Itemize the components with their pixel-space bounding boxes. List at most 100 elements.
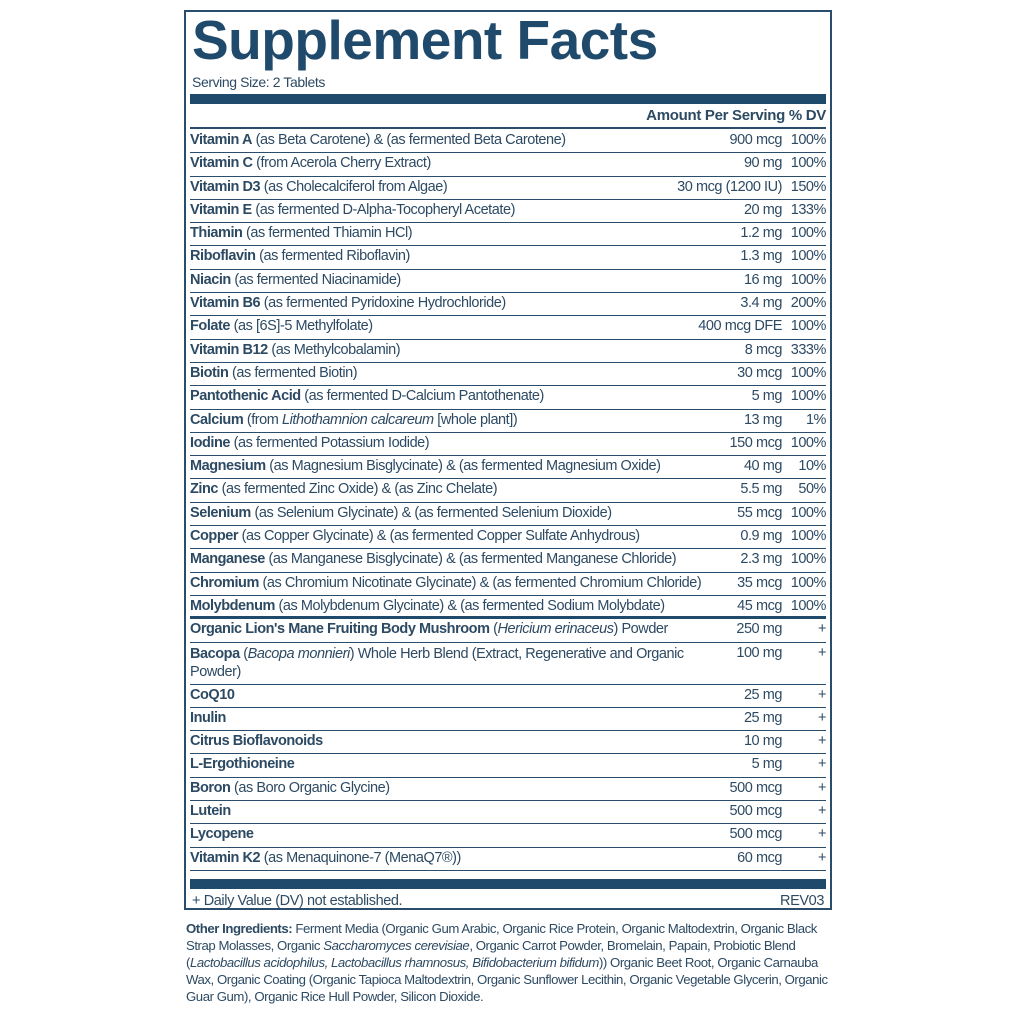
nutrient-name: Vitamin B6 [190, 295, 261, 312]
amount: 900 mcg [729, 132, 783, 148]
daily-value: 150% [790, 178, 827, 195]
daily-value: + [817, 644, 826, 661]
nutrient-name-cell: L-Ergothioneine [190, 754, 752, 775]
amount: 500 mcg [729, 803, 783, 820]
dv-header: % DV [788, 107, 826, 124]
table-row: Copper (as Copper Glycinate) & (as ferme… [190, 526, 827, 550]
nutrient-name: Vitamin C [190, 155, 253, 172]
footnote: + Daily Value (DV) not established. [192, 893, 403, 909]
ingredient-text: Ferment Media (Organic Gum Arabic, Organ… [186, 921, 817, 953]
nutrient-source-after: ) Whole Herb Blend (Extract, Regenerativ… [190, 645, 684, 680]
daily-value: 100% [790, 132, 827, 148]
daily-value: 100% [790, 155, 827, 172]
amount: 40 mg [743, 458, 783, 475]
nutrient-name-cell: Citrus Bioflavonoids [190, 731, 744, 752]
other-ingredients: Other Ingredients: Ferment Media (Organi… [186, 920, 836, 1005]
nutrient-source-after: ) Powder [613, 621, 669, 638]
nutrient-name: L-Ergothioneine [190, 756, 295, 773]
daily-value: + [817, 779, 826, 796]
nutrient-name-cell: Zinc (as fermented Zinc Oxide) & (as Zin… [190, 479, 740, 500]
daily-value: 10% [798, 458, 826, 475]
nutrient-source: (from [243, 411, 283, 428]
nutrient-name-cell: Lutein [190, 801, 730, 822]
nutrient-source: (as Chromium Nicotinate Glycinate) & (as… [258, 574, 702, 591]
table-row: Vitamin E (as fermented D-Alpha-Tocopher… [190, 200, 827, 224]
daily-value: 100% [790, 434, 827, 451]
daily-value: + [817, 621, 826, 638]
nutrient-name: Copper [190, 528, 239, 545]
nutrient-name: Vitamin D3 [190, 178, 261, 195]
amount: 3.4 mg [740, 295, 782, 312]
nutrient-source: (as Methylcobalamin) [267, 341, 401, 358]
daily-value: 100% [790, 551, 827, 568]
amount: 2.3 mg [740, 551, 782, 568]
amount: 8 mcg [744, 341, 783, 358]
table-row: Inulin 25 mg + [190, 708, 826, 732]
nutrient-name-cell: Vitamin A (as Beta Carotene) & (as ferme… [190, 130, 730, 151]
panel-title: Supplement Facts [192, 9, 658, 71]
table-row: L-Ergothioneine 5 mg + [190, 754, 826, 778]
daily-value: + [817, 686, 826, 703]
amount: 30 mcg [737, 364, 782, 381]
amount: 400 mcg DFE [698, 318, 782, 335]
amount: 1.2 mg [740, 225, 782, 242]
nutrient-name: Magnesium [190, 458, 266, 475]
daily-value: 100% [790, 574, 827, 591]
nutrient-name: Bacopa [190, 645, 240, 662]
daily-value: 1% [805, 411, 827, 428]
table-row: Calcium (from Lithothamnion calcareum [w… [190, 410, 826, 433]
amount: 150 mcg [729, 434, 783, 451]
table-row: Magnesium (as Magnesium Bisglycinate) & … [190, 456, 826, 480]
nutrient-name: Thiamin [190, 225, 243, 242]
nutrient-name-cell: Vitamin E (as fermented D-Alpha-Tocopher… [190, 200, 744, 221]
daily-value: + [817, 733, 826, 750]
nutrient-source-after: [whole plant]) [433, 411, 518, 428]
table-row: Riboflavin (as fermented Riboflavin) 1.3 … [190, 246, 826, 270]
daily-value: 100% [790, 528, 827, 545]
amount: 25 mg [743, 686, 783, 703]
nutrient-source: (as Menaquinone-7 (MenaQ7®)) [260, 849, 462, 866]
table-row: Folate (as [6S]-5 Methylfolate) 400 mcg D… [190, 316, 826, 340]
nutrient-source: (as Cholecalciferol from Algae) [260, 178, 448, 195]
amount: 35 mcg [737, 574, 782, 591]
amount: 13 mg [743, 411, 783, 428]
nutrient-name: Boron [190, 779, 231, 796]
nutrient-name: Lycopene [190, 826, 254, 843]
nutrient-name: Riboflavin [190, 248, 256, 265]
nutrient-source-italic: Bacopa monnieri [247, 645, 351, 662]
nutrient-source: ( [239, 645, 248, 662]
nutrient-name-cell: Biotin (as fermented Biotin) [190, 363, 737, 384]
nutrient-name-cell: Organic Lion's Mane Fruiting Body Mushro… [190, 619, 736, 640]
nutrient-source: (from Acerola Cherry Extract) [252, 155, 431, 172]
amount: 25 mg [743, 709, 783, 726]
amount: 5 mg [751, 388, 783, 405]
amount: 0.9 mg [740, 528, 782, 545]
nutrient-source: (as fermented Riboflavin) [255, 248, 410, 265]
nutrient-source: (as fermented Thiamin HCl) [242, 225, 413, 242]
table-row: Citrus Bioflavonoids 10 mg + [190, 731, 826, 755]
table-row: Lycopene 500 mcg + [190, 824, 826, 848]
amount: 5.5 mg [740, 481, 782, 498]
table-row: Zinc (as fermented Zinc Oxide) & (as Zin… [190, 479, 826, 503]
daily-value: + [817, 709, 826, 726]
daily-value: 133% [790, 201, 827, 218]
daily-value: + [817, 849, 826, 866]
nutrient-name: Molybdenum [190, 597, 275, 614]
nutrient-name: Pantothenic Acid [190, 388, 301, 405]
table-row: Chromium (as Chromium Nicotinate Glycina… [190, 573, 826, 596]
nutrient-source: (as fermented D-Alpha-Tocopheryl Acetate… [251, 201, 515, 218]
nutrient-name-cell: Thiamin (as fermented Thiamin HCl) [190, 223, 740, 244]
ingredient-text: )) Organic Beet Root, Organic Carnauba W… [186, 955, 828, 1004]
table-row: CoQ10 25 mg + [190, 685, 826, 708]
amount: 100 mg [736, 644, 782, 661]
amount: 500 mcg [729, 826, 783, 843]
table-row: Selenium (as Selenium Glycinate) & (as f… [190, 503, 826, 527]
nutrient-name: Citrus Bioflavonoids [190, 733, 323, 750]
nutrient-name: Iodine [190, 434, 230, 451]
nutrient-name: Niacin [190, 271, 231, 288]
table-row: Organic Lion's Mane Fruiting Body Mushro… [190, 619, 826, 643]
nutrient-name-cell: Inulin [190, 708, 744, 729]
nutrient-name-cell: Selenium (as Selenium Glycinate) & (as f… [190, 503, 737, 524]
nutrient-name: Calcium [190, 411, 244, 428]
amount: 500 mcg [729, 779, 783, 796]
